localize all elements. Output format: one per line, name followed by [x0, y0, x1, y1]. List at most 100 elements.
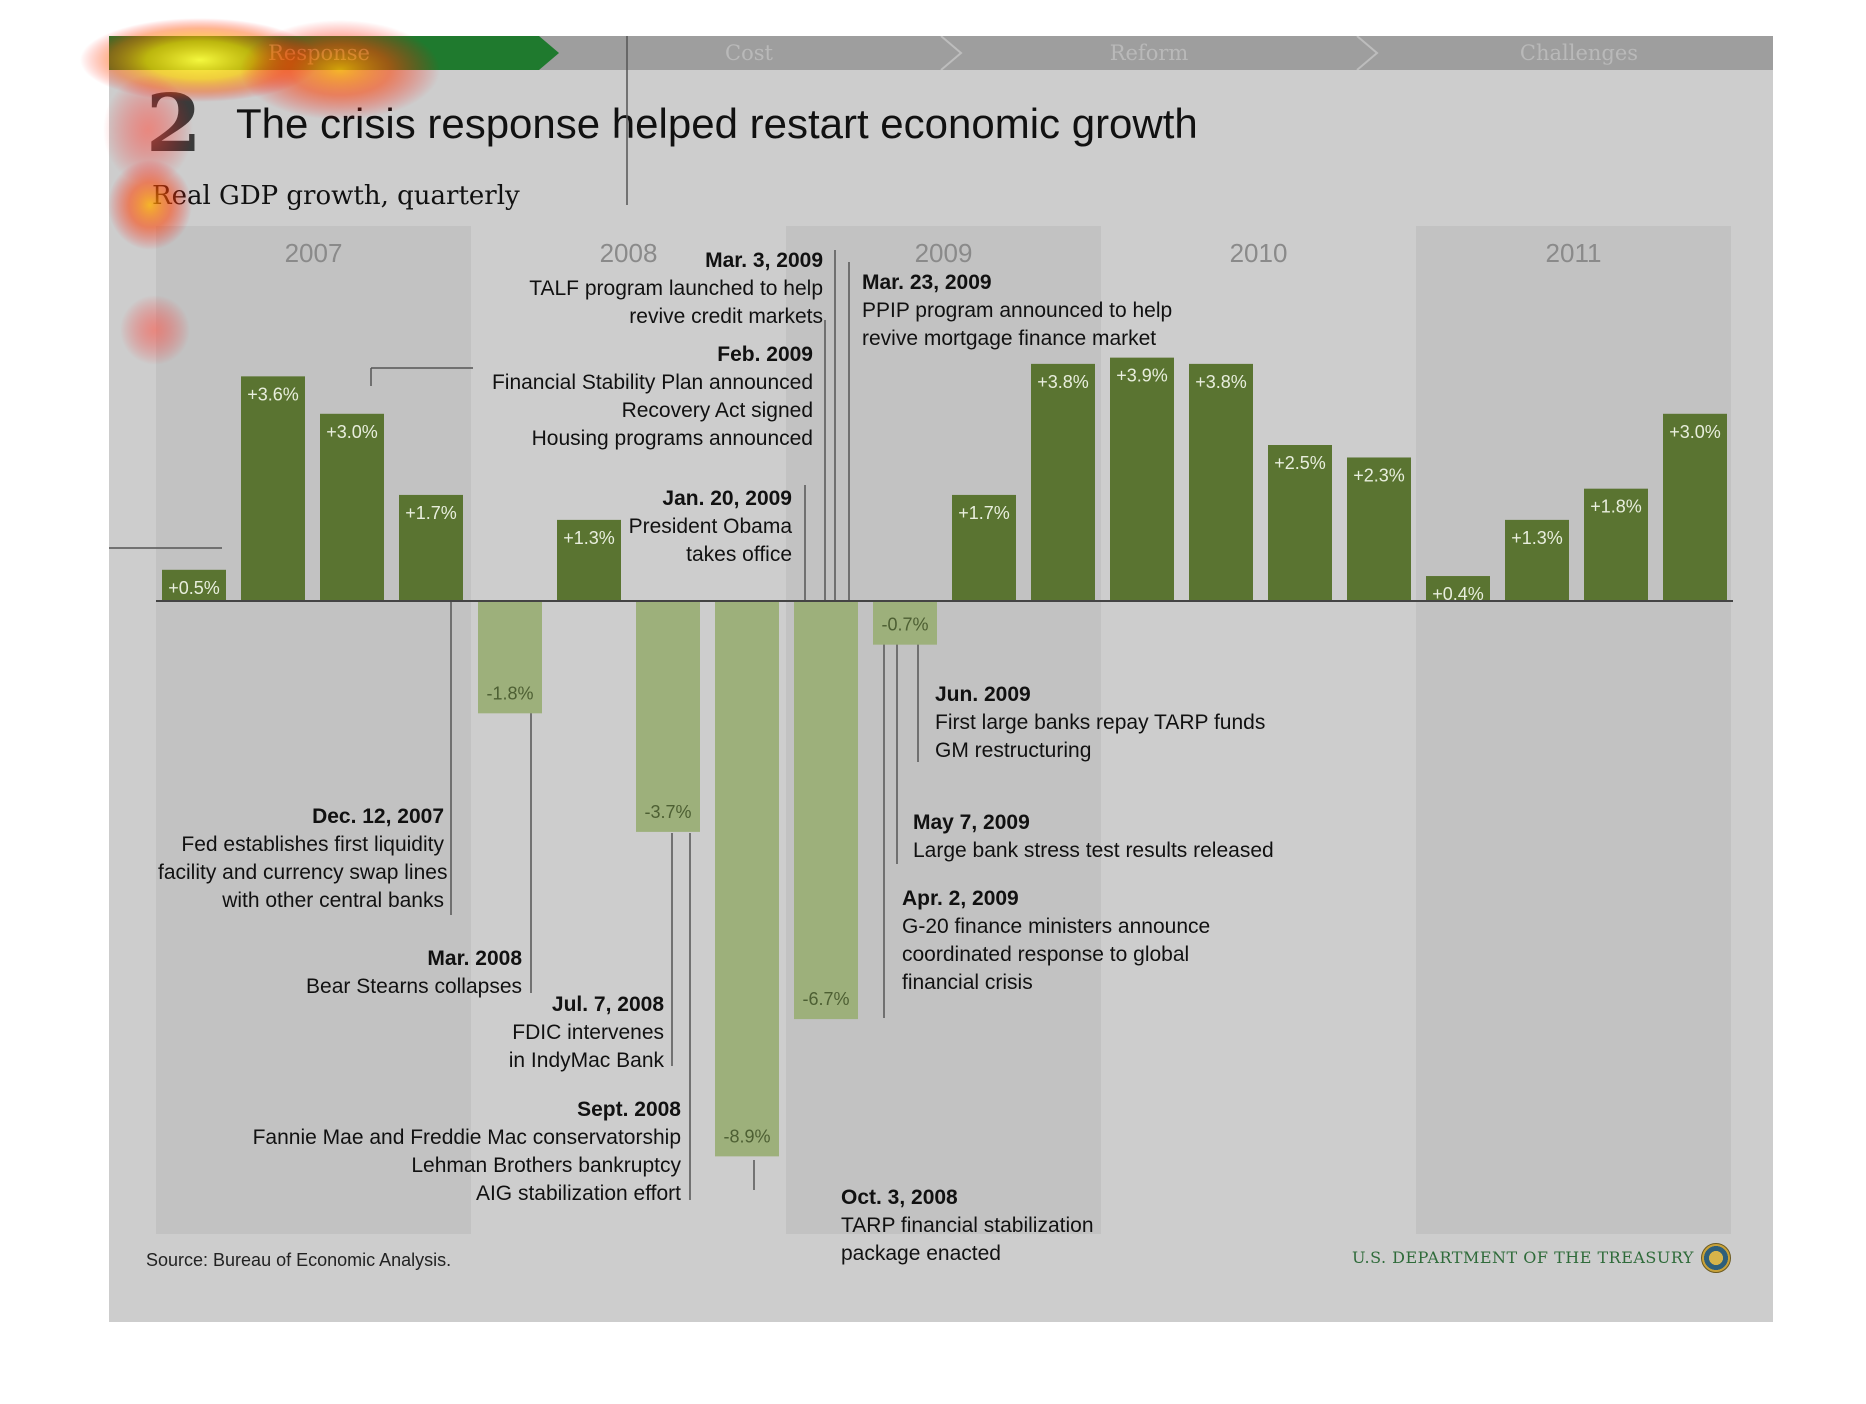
source-note: Source: Bureau of Economic Analysis. — [146, 1250, 452, 1270]
annotation-line: President Obama — [628, 515, 792, 538]
bar — [478, 601, 542, 714]
annotation-date: Jul. 7, 2008 — [551, 993, 664, 1016]
data-label: +3.9% — [1116, 366, 1168, 386]
annotation-date: Jun. 2009 — [935, 683, 1031, 706]
year-band-2011 — [1416, 226, 1731, 1234]
bar — [557, 519, 621, 601]
annotation-line: Lehman Brothers bankruptcy — [411, 1154, 681, 1177]
annotation-line: financial crisis — [902, 971, 1033, 994]
tab-cost[interactable]: Cost — [725, 41, 773, 65]
data-label: +0.5% — [168, 578, 220, 598]
nav-separator-icon — [1356, 36, 1379, 70]
annotation-line: Financial Stability Plan announced — [491, 371, 813, 394]
data-label: +1.7% — [405, 503, 457, 523]
data-label: +3.0% — [1669, 422, 1721, 442]
treasury-seal-icon — [1701, 1243, 1731, 1273]
tab-challenges[interactable]: Challenges — [1519, 41, 1639, 65]
annotation-line: First large banks repay TARP funds — [935, 711, 1266, 734]
year-label: 2007 — [285, 238, 343, 268]
bar — [162, 569, 226, 601]
bar — [715, 601, 779, 1157]
bar — [1031, 363, 1095, 601]
bar — [1663, 413, 1727, 601]
annotation-line: Housing programs announced — [531, 427, 813, 450]
bar — [636, 601, 700, 832]
annotation-line: facility and currency swap lines — [158, 861, 448, 884]
annotation-line: Fed establishes first liquidity — [181, 833, 444, 856]
annotation-date: Oct. 3, 2008 — [841, 1186, 958, 1209]
bar — [1584, 488, 1648, 601]
annotation-line: TARP financial stabilization — [841, 1214, 1094, 1237]
bar — [399, 494, 463, 601]
data-label: -0.7% — [881, 615, 928, 635]
annotation-date: Feb. 2009 — [717, 343, 813, 366]
data-label: +1.3% — [1511, 528, 1563, 548]
data-label: +3.8% — [1195, 372, 1247, 392]
annotation-oct-2008: Oct. 3, 2008 TARP financial stabilizatio… — [841, 1184, 1141, 1268]
annotation-date: Sept. 2008 — [577, 1098, 681, 1121]
annotation-line: Bear Stearns collapses — [306, 975, 522, 998]
year-label: 2011 — [1546, 238, 1602, 268]
annotation-date: Apr. 2, 2009 — [902, 887, 1019, 910]
annotation-line: Large bank stress test results released — [913, 839, 1274, 862]
data-label: +3.8% — [1037, 372, 1089, 392]
year-label: 2009 — [915, 238, 973, 268]
year-bands — [156, 226, 1731, 1234]
data-label: +1.7% — [958, 503, 1010, 523]
bar — [1268, 445, 1332, 601]
annotation-date: Mar. 2008 — [427, 947, 522, 970]
nav-separator-icon — [940, 36, 963, 70]
bar — [320, 413, 384, 601]
bar — [1505, 519, 1569, 601]
annotation-date: Mar. 23, 2009 — [862, 271, 992, 294]
annotation-mar-3-2009: Mar. 3, 2009 TALF program launched to he… — [480, 247, 823, 331]
annotation-line: TALF program launched to help — [529, 277, 823, 300]
annotation-date: Mar. 3, 2009 — [705, 249, 823, 272]
data-label: +0.4% — [1432, 584, 1484, 604]
bar — [1189, 363, 1253, 601]
annotation-may-2009: May 7, 2009 Large bank stress test resul… — [913, 809, 1293, 865]
annotation-line: PPIP program announced to help — [862, 299, 1173, 322]
bar — [873, 601, 937, 645]
annotation-line: FDIC intervenes — [512, 1021, 664, 1044]
annotation-line: AIG stabilization effort — [475, 1182, 681, 1205]
bar — [1110, 357, 1174, 601]
bar — [1347, 457, 1411, 601]
data-label: -3.7% — [644, 802, 691, 822]
annotation-line: takes office — [686, 543, 792, 566]
treasury-wordmark: U.S. DEPARTMENT OF THE TREASURY — [1352, 1248, 1694, 1267]
bar — [1426, 576, 1490, 601]
annotation-line: in IndyMac Bank — [508, 1049, 664, 1072]
data-label: -1.8% — [486, 683, 533, 703]
data-label: -8.9% — [723, 1126, 770, 1146]
annotation-line: with other central banks — [222, 889, 444, 912]
data-label: +3.0% — [326, 422, 378, 442]
annotation-apr-2009: Apr. 2, 2009 G-20 finance ministers anno… — [902, 885, 1232, 997]
annotation-mar-23-2009: Mar. 23, 2009 PPIP program announced to … — [862, 269, 1182, 353]
annotation-line: revive credit markets — [629, 305, 823, 328]
annotation-jun-2009: Jun. 2009 First large banks repay TARP f… — [935, 681, 1275, 765]
bar — [952, 494, 1016, 601]
annotation-line: Recovery Act signed — [621, 399, 813, 422]
annotation-date: Dec. 12, 2007 — [312, 805, 444, 828]
annotation-feb-2009: Feb. 2009 Financial Stability Plan annou… — [430, 341, 813, 453]
annotation-leader-lines — [109, 36, 919, 1200]
data-label: +1.3% — [563, 528, 615, 548]
data-label: +3.6% — [247, 384, 299, 404]
year-label: 2008 — [600, 238, 658, 268]
annotation-jan-2009: Jan. 20, 2009 President Obama takes offi… — [592, 485, 792, 569]
bar — [794, 601, 858, 1020]
annotation-line: Fannie Mae and Freddie Mac conservatorsh… — [252, 1126, 681, 1149]
year-band-2007 — [156, 226, 471, 1234]
annotation-line: revive mortgage finance market — [862, 327, 1157, 350]
year-labels: 2007 2008 2009 2010 2011 — [285, 238, 1602, 268]
annotation-dec-2007: Dec. 12, 2007 Fed establishes first liqu… — [158, 803, 448, 915]
annotation-date: May 7, 2009 — [913, 811, 1030, 834]
bar — [241, 376, 305, 601]
year-label: 2010 — [1230, 238, 1288, 268]
annotation-line: GM restructuring — [935, 739, 1092, 762]
tab-reform[interactable]: Reform — [1109, 41, 1189, 65]
data-label: -6.7% — [802, 989, 849, 1009]
chart-subtitle: Real GDP growth, quarterly — [152, 181, 520, 211]
